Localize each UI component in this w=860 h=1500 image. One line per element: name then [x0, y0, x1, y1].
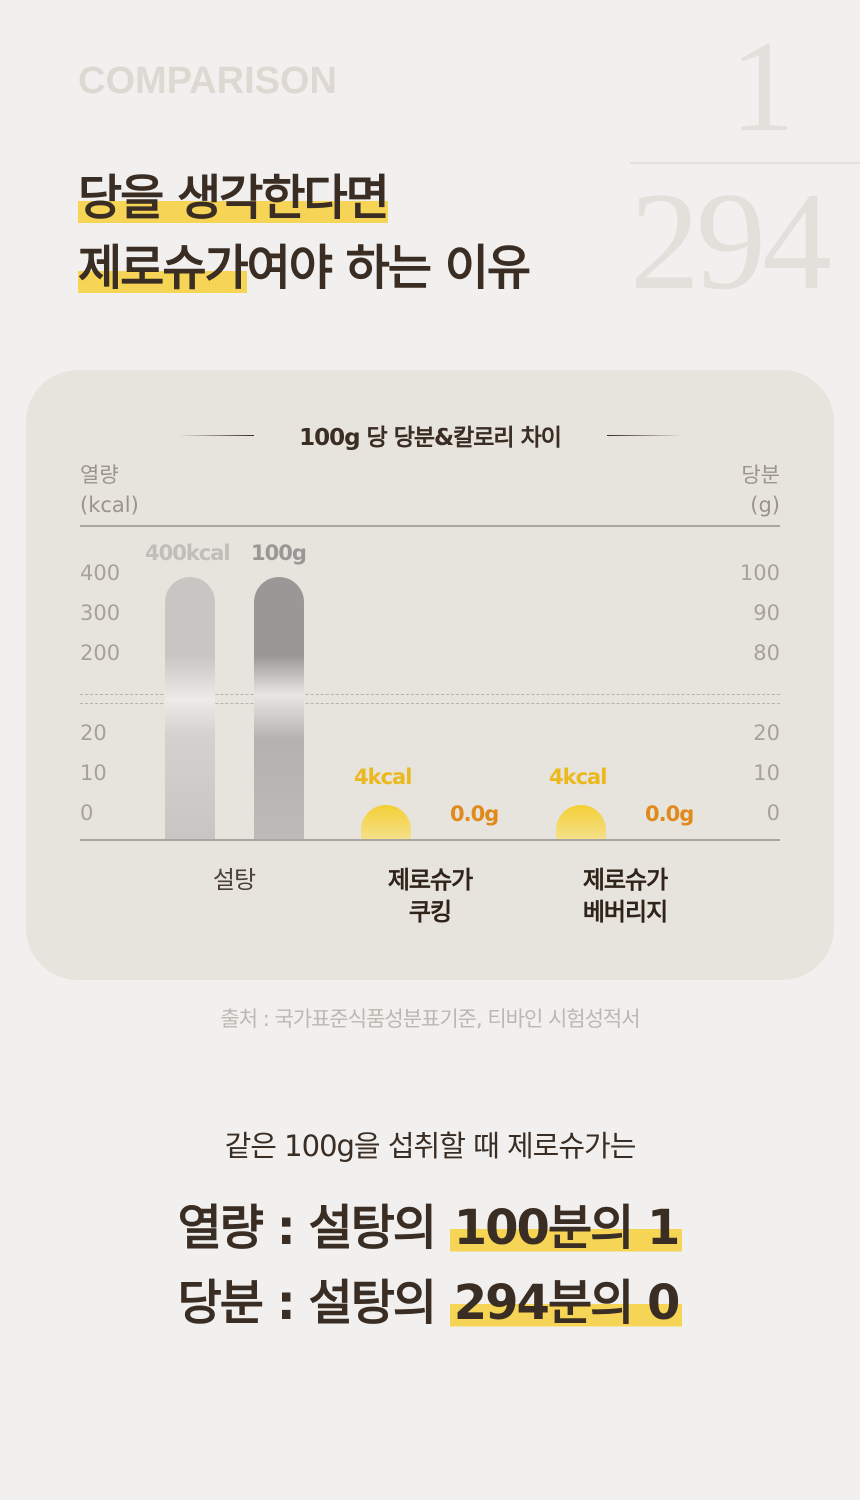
bar-zero-kcal: [361, 805, 411, 839]
summary-subtitle: 같은 100g을 섭취할 때 제로슈가는: [224, 1129, 637, 1163]
headline-line-2: 제로슈가여야 하는 이유: [78, 238, 531, 298]
source-note: 출처 : 국가표준식품성분표기준, 티바인 시험성적서: [220, 1007, 640, 1031]
chart-title-rule-left: [178, 435, 254, 436]
chart-top-rule: [80, 525, 780, 527]
summary-line-2-prefix: 당분 : 설탕의: [177, 1275, 450, 1331]
y-left-axis-title-line-1: 열량: [80, 463, 119, 487]
chart-title: 100g 당 당분&칼로리 차이: [299, 425, 562, 451]
ratio-denominator: 294: [630, 164, 832, 319]
axis-break-line-1: [80, 694, 780, 695]
y-left-tick: 300: [80, 601, 121, 625]
category-label-line: 제로슈가: [582, 866, 668, 894]
y-left-tick: 20: [80, 721, 107, 745]
y-left-tick: 10: [80, 761, 107, 785]
y-right-tick: 10: [753, 761, 780, 785]
headline-highlight: 제로슈가: [78, 240, 249, 296]
bar-zero-kcal: [556, 805, 606, 839]
y-right-tick: 90: [753, 601, 780, 625]
category-label-line: 쿠킹: [408, 898, 452, 926]
data-label-sugar-kcal: 400kcal: [145, 541, 231, 565]
data-label-zero-grams: 0.0g: [645, 802, 694, 826]
category-label: 설탕: [134, 864, 334, 896]
headline-line-1-text: 당을 생각한다면: [78, 170, 390, 226]
headline-rest: 여야 하는 이유: [246, 240, 531, 296]
summary-line-sugar: 당분 : 설탕의 294분의 0: [0, 1263, 860, 1333]
y-left-axis-title-line-2: (kcal): [80, 493, 139, 517]
y-left-axis-title: 열량 (kcal): [80, 460, 139, 520]
chart-card: [26, 370, 834, 980]
y-right-tick: 80: [753, 641, 780, 665]
summary-line-1-highlight: 100분의 1: [449, 1200, 683, 1256]
bar-sugar-grams: [254, 577, 304, 839]
data-label-zero-kcal: 4kcal: [354, 765, 412, 789]
y-right-axis-title: 당분 (g): [741, 460, 780, 520]
y-right-axis-title-line-1: 당분: [741, 463, 780, 487]
data-label-zero-grams: 0.0g: [450, 802, 499, 826]
y-left-tick: 0: [80, 801, 94, 825]
summary-line-1-prefix: 열량 : 설탕의: [177, 1200, 450, 1256]
y-right-tick: 100: [739, 561, 780, 585]
category-label-line: 제로슈가: [387, 866, 473, 894]
y-left-tick: 400: [80, 561, 121, 585]
y-right-tick: 0: [766, 801, 780, 825]
summary-line-2-highlight: 294분의 0: [449, 1275, 683, 1331]
headline-line-1: 당을 생각한다면: [78, 168, 390, 228]
data-label-zero-kcal: 4kcal: [549, 765, 607, 789]
ratio-numerator: 1: [730, 15, 795, 159]
category-label-line: 설탕: [212, 866, 256, 894]
y-left-tick: 200: [80, 641, 121, 665]
category-label-line: 베버리지: [582, 898, 668, 926]
chart-title-rule-right: [607, 435, 683, 436]
eyebrow-label: COMPARISON: [78, 60, 337, 102]
data-label-sugar-grams: 100g: [251, 541, 307, 565]
summary-line-calories: 열량 : 설탕의 100분의 1: [0, 1188, 860, 1258]
y-right-axis-title-line-2: (g): [750, 493, 780, 517]
chart-baseline: [80, 839, 780, 841]
ratio-divider: [630, 162, 860, 164]
y-right-tick: 20: [753, 721, 780, 745]
bar-sugar-kcal: [165, 577, 215, 839]
axis-break-line-2: [80, 703, 780, 704]
